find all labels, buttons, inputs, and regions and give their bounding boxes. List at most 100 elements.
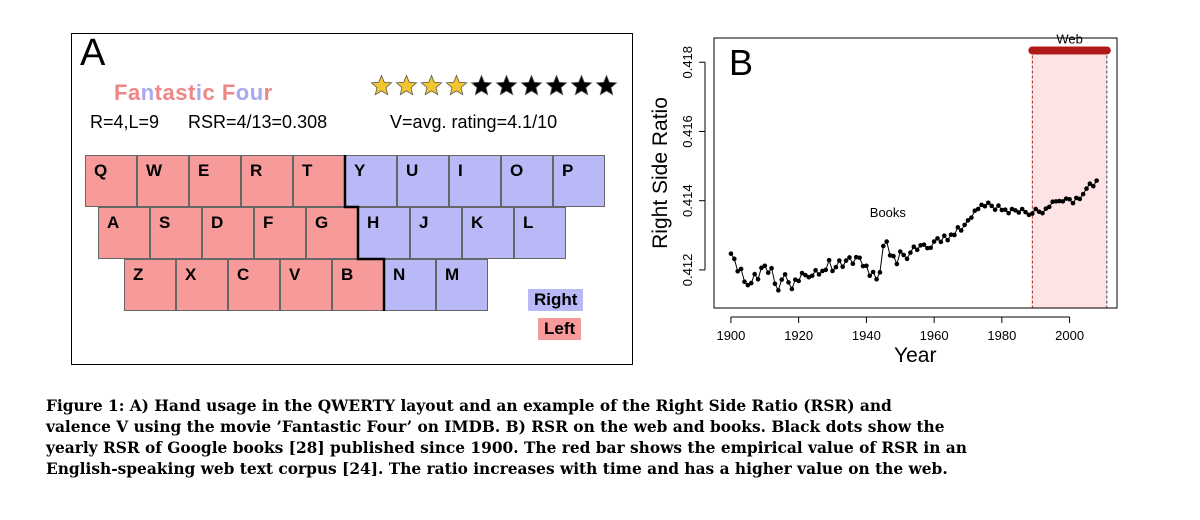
books-point	[1043, 206, 1049, 211]
panel-a-letter: A	[80, 32, 106, 74]
caption-line: Figure 1: A) Hand usage in the QWERTY la…	[46, 397, 892, 415]
title-letter: s	[175, 80, 188, 105]
books-point	[982, 203, 988, 209]
books-point	[935, 236, 940, 241]
books-point	[1023, 209, 1028, 215]
caption-line: English-speaking web text corpus [24]. T…	[46, 460, 948, 478]
books-point	[1040, 210, 1045, 216]
key-w: W	[137, 155, 189, 207]
x-axis-label: Year	[894, 344, 936, 367]
star-icon	[445, 74, 468, 96]
books-point	[972, 208, 978, 214]
figure-caption: Figure 1: A) Hand usage in the QWERTY la…	[46, 396, 1156, 480]
title-letter: n	[140, 80, 155, 105]
books-point	[1030, 211, 1035, 216]
books-point	[925, 245, 930, 251]
key-h: H	[358, 207, 410, 259]
books-point	[809, 273, 815, 279]
books-point	[1033, 206, 1039, 212]
books-point	[941, 233, 947, 238]
books-point	[881, 243, 886, 249]
panel-b: Web Books 1900 1920 1940 1960 1980 2000 Year 0.41…	[640, 20, 1200, 375]
books-point	[833, 264, 839, 270]
star-icon	[520, 74, 543, 96]
books-point	[992, 207, 998, 212]
x-tick-label: 1980	[987, 328, 1016, 343]
books-point	[1046, 204, 1052, 210]
star-icon	[495, 74, 518, 96]
books-point	[921, 242, 927, 247]
books-point	[799, 270, 805, 276]
books-point	[1057, 198, 1062, 204]
books-point	[803, 272, 808, 278]
books-point	[1080, 191, 1086, 197]
books-point	[772, 281, 778, 287]
books-point	[867, 273, 873, 279]
books-point	[786, 280, 791, 285]
books-point	[816, 272, 822, 277]
books-point	[1090, 183, 1096, 189]
key-j: J	[410, 207, 462, 259]
books-point	[1050, 199, 1055, 205]
books-point	[857, 255, 862, 261]
key-y: Y	[345, 155, 397, 207]
books-point	[840, 264, 845, 270]
books-label: Books	[870, 205, 907, 220]
star-icon	[470, 74, 493, 96]
books-point	[830, 268, 835, 274]
books-point	[969, 215, 974, 220]
key-counts-text: R=4,L=9	[90, 112, 160, 132]
key-r: R	[241, 155, 293, 207]
books-point	[904, 256, 910, 262]
books-point	[958, 228, 964, 233]
books-point	[745, 282, 751, 288]
books-point	[891, 253, 896, 259]
key-u: U	[397, 155, 449, 207]
books-point	[1060, 199, 1066, 204]
books-point	[996, 203, 1001, 208]
title-letter: u	[249, 80, 264, 105]
books-point	[789, 286, 795, 292]
title-letter: a	[127, 80, 141, 105]
books-point	[847, 255, 852, 260]
x-tick-label: 2000	[1055, 328, 1084, 343]
title-letter: c	[202, 80, 216, 105]
books-point	[742, 279, 747, 284]
title-letter: a	[162, 80, 176, 105]
books-point	[952, 232, 957, 238]
books-point	[901, 252, 906, 258]
panel-b-letter: B	[729, 42, 753, 83]
key-q: Q	[85, 155, 137, 207]
books-point	[1016, 210, 1022, 215]
plot-frame	[713, 37, 1118, 309]
books-point	[874, 276, 879, 282]
books-point	[752, 271, 757, 277]
title-letter: t	[187, 80, 196, 105]
books-point	[965, 218, 971, 223]
books-point	[931, 239, 937, 244]
star-icon	[395, 74, 418, 96]
key-a: A	[98, 207, 150, 259]
books-point	[1094, 178, 1099, 183]
rsr-chart: Web Books 1900 1920 1940 1960 1980 2000 Year 0.41…	[649, 31, 1118, 367]
books-point	[759, 265, 764, 271]
books-point	[914, 247, 920, 253]
star-icon	[570, 74, 593, 96]
key-x: X	[176, 259, 228, 311]
books-point	[948, 232, 954, 237]
books-point	[989, 203, 994, 209]
books-point	[962, 222, 967, 228]
books-point	[1067, 197, 1072, 202]
rating-stars	[370, 74, 618, 97]
books-point	[748, 280, 754, 286]
books-point	[782, 272, 788, 277]
y-tick-label: 0.416	[680, 115, 695, 148]
y-tick-label: 0.418	[680, 46, 695, 79]
books-point	[975, 206, 981, 212]
key-l: L	[514, 207, 566, 259]
books-point	[999, 207, 1005, 213]
books-point	[908, 250, 913, 255]
books-point	[735, 269, 741, 274]
books-point	[1053, 199, 1059, 204]
books-point	[762, 263, 768, 269]
